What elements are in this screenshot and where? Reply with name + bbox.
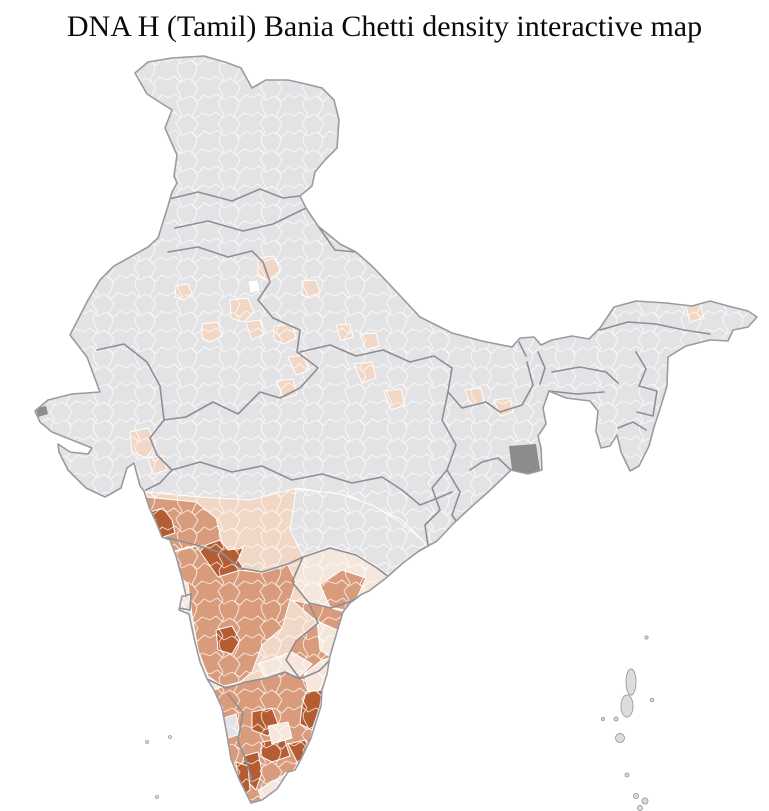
region-sundarbans[interactable] xyxy=(509,444,540,474)
andaman-nicobar-islands[interactable] xyxy=(601,635,655,811)
district-boundaries-mesh xyxy=(35,56,757,803)
state-boundaries xyxy=(96,188,711,783)
india-outline xyxy=(34,55,758,804)
lakshadweep-islands[interactable] xyxy=(145,735,172,799)
region-kutch-marsh[interactable] xyxy=(36,406,48,417)
map-title: DNA H (Tamil) Bania Chetti density inter… xyxy=(66,10,703,43)
